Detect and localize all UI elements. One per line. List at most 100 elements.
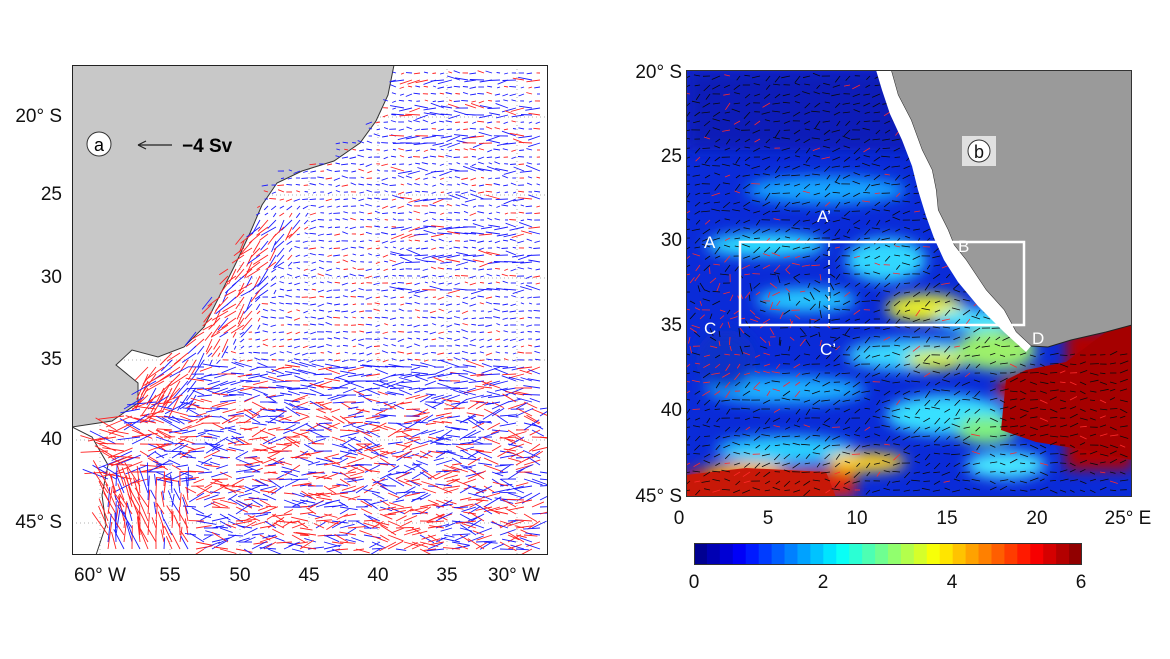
transport-vector xyxy=(469,282,477,286)
transport-vector xyxy=(512,487,525,494)
velocity-vector xyxy=(714,172,721,176)
velocity-vector xyxy=(1029,434,1036,437)
transport-vector xyxy=(534,86,541,89)
lon-tick-b-2: 10 xyxy=(846,508,868,529)
velocity-vector xyxy=(762,201,771,207)
colorbar-cell xyxy=(771,543,786,565)
transport-vector xyxy=(91,512,109,536)
transport-vector xyxy=(328,358,333,361)
transport-vector xyxy=(299,450,312,457)
velocity-vector xyxy=(816,426,821,432)
velocity-vector xyxy=(805,147,811,154)
transport-vector xyxy=(392,212,397,214)
transport-vector xyxy=(281,443,293,451)
transport-vector xyxy=(111,531,117,550)
transport-vector xyxy=(163,415,193,423)
velocity-vector xyxy=(1019,414,1027,419)
velocity-vector xyxy=(723,84,731,88)
transport-vector xyxy=(219,282,229,294)
transport-vector xyxy=(459,497,472,501)
transport-vector xyxy=(397,281,405,284)
transport-vector xyxy=(254,331,261,334)
transport-vector xyxy=(492,481,509,487)
velocity-vector xyxy=(962,345,971,350)
transport-vector xyxy=(351,425,365,431)
transport-vector xyxy=(271,191,277,194)
velocity-vector xyxy=(744,345,751,348)
velocity-vector xyxy=(755,316,761,320)
transport-vector xyxy=(347,467,358,473)
transport-vector xyxy=(411,530,428,536)
velocity-vector xyxy=(893,443,901,446)
velocity-vector xyxy=(693,453,701,455)
transport-vector xyxy=(359,163,365,166)
transport-vector xyxy=(488,79,501,81)
transport-vector xyxy=(471,317,477,320)
velocity-vector xyxy=(902,210,911,215)
velocity-vector xyxy=(744,381,751,389)
velocity-vector xyxy=(821,156,831,160)
velocity-vector xyxy=(1039,486,1049,491)
velocity-vector xyxy=(885,219,891,223)
transport-vector xyxy=(459,487,470,494)
velocity-vector xyxy=(874,192,881,194)
velocity-vector xyxy=(1039,352,1045,356)
velocity-vector xyxy=(875,291,881,297)
transport-vector xyxy=(147,512,150,536)
velocity-vector xyxy=(714,145,721,149)
velocity-vector xyxy=(695,219,701,225)
velocity-vector xyxy=(822,462,831,466)
transport-vector xyxy=(392,100,397,103)
transport-vector xyxy=(501,247,509,249)
velocity-vector xyxy=(894,156,901,158)
velocity-vector xyxy=(954,345,961,348)
transport-vector xyxy=(395,491,413,501)
transport-vector xyxy=(309,388,325,396)
transport-vector xyxy=(423,229,437,235)
transport-vector xyxy=(271,240,277,253)
transport-vector xyxy=(103,492,117,515)
transport-vector xyxy=(285,316,293,319)
velocity-vector xyxy=(989,352,996,356)
agulhas-retroflection-core xyxy=(1001,325,1132,460)
velocity-vector xyxy=(1009,433,1019,437)
transport-vector xyxy=(405,113,421,116)
velocity-vector xyxy=(771,210,781,213)
transport-vector xyxy=(133,417,157,424)
velocity-vector xyxy=(922,228,931,233)
transport-vector xyxy=(491,471,504,477)
velocity-vector xyxy=(696,399,701,405)
velocity-vector xyxy=(843,362,851,365)
velocity-vector xyxy=(694,201,701,207)
transport-vector xyxy=(380,525,397,536)
velocity-vector xyxy=(1089,399,1096,401)
transport-vector xyxy=(200,398,213,403)
transport-vector xyxy=(470,338,477,342)
transport-vector xyxy=(485,194,501,200)
transport-vector xyxy=(311,288,317,291)
transport-vector xyxy=(526,414,541,424)
transport-vector xyxy=(359,149,365,152)
transport-vector xyxy=(467,535,484,543)
velocity-vector xyxy=(999,388,1009,392)
transport-vector xyxy=(211,516,229,522)
velocity-vector xyxy=(761,111,771,115)
transport-vector xyxy=(503,184,509,187)
transport-vector xyxy=(507,402,527,410)
transport-vector xyxy=(262,436,277,445)
transport-vector xyxy=(391,92,397,95)
transport-vector xyxy=(462,258,477,263)
transport-vector xyxy=(401,380,421,384)
transport-vector xyxy=(383,337,389,340)
transport-vector xyxy=(283,471,299,478)
transport-vector xyxy=(469,212,477,216)
transport-vector xyxy=(507,534,520,541)
transport-vector xyxy=(327,310,333,313)
transport-vector xyxy=(299,391,317,396)
transport-vector xyxy=(400,296,405,299)
transport-vector xyxy=(212,454,229,459)
transport-vector xyxy=(414,282,421,286)
velocity-vector xyxy=(711,192,721,197)
transport-vector xyxy=(437,100,445,103)
velocity-vector xyxy=(724,218,731,221)
